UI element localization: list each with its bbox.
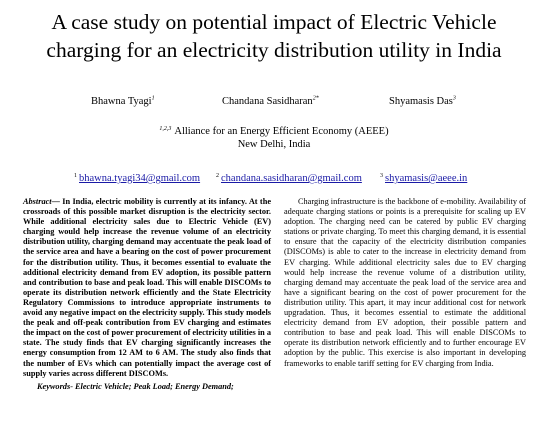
paper-title: A case study on potential impact of Elec… xyxy=(0,8,548,64)
author-name: Chandana Sasidharan xyxy=(222,96,313,107)
author-list: Bhawna Tyagi1 Chandana Sasidharan2* Shya… xyxy=(0,96,548,110)
email-list: 1 bhawna.tyagi34@gmail.com 2 chandana.sasi… xyxy=(0,173,548,187)
title-line-1: A case study on potential impact of Elec… xyxy=(51,10,497,34)
email-link[interactable]: bhawna.tyagi34@gmail.com xyxy=(79,173,201,184)
author-3: Shyamasis Das3 xyxy=(389,95,456,108)
affiliation-name: Alliance for an Energy Efficient Economy… xyxy=(174,126,389,137)
email-sup: 2 xyxy=(216,172,219,179)
author-2: Chandana Sasidharan2* xyxy=(222,95,319,108)
email-sup: 3 xyxy=(380,172,383,179)
abstract-column: Abstract— In India, electric mobility is… xyxy=(23,197,271,392)
affiliation-sup: 1,2,3 xyxy=(159,125,172,132)
email-link[interactable]: chandana.sasidharan@gmail.com xyxy=(221,173,362,184)
email-1: 1 bhawna.tyagi34@gmail.com xyxy=(74,172,201,185)
abstract-text: In India, electric mobility is currently… xyxy=(23,197,271,378)
affiliation-location: New Delhi, India xyxy=(237,139,311,150)
author-name: Shyamasis Das xyxy=(389,96,453,107)
email-sup: 1 xyxy=(74,172,77,179)
author-sup: 2* xyxy=(312,95,319,102)
affiliation: 1,2,3 Alliance for an Energy Efficient Ec… xyxy=(0,125,548,151)
author-sup: 3 xyxy=(452,95,456,102)
body-paragraph: Charging infrastructure is the backbone … xyxy=(284,197,526,368)
author-name: Bhawna Tyagi xyxy=(91,96,152,107)
author-sup: 1 xyxy=(151,95,155,102)
keywords: Keywords- Electric Vehicle; Peak Load; E… xyxy=(37,381,234,391)
email-3: 3 shyamasis@aeee.in xyxy=(380,172,468,185)
title-line-2: charging for an electricity distribution… xyxy=(46,38,502,62)
email-link[interactable]: shyamasis@aeee.in xyxy=(385,173,468,184)
abstract-label: Abstract— xyxy=(23,197,60,206)
body-column: Charging infrastructure is the backbone … xyxy=(284,197,526,369)
author-1: Bhawna Tyagi1 xyxy=(91,95,155,108)
abstract: Abstract— In India, electric mobility is… xyxy=(23,197,271,379)
email-2: 2 chandana.sasidharan@gmail.com xyxy=(216,172,362,185)
